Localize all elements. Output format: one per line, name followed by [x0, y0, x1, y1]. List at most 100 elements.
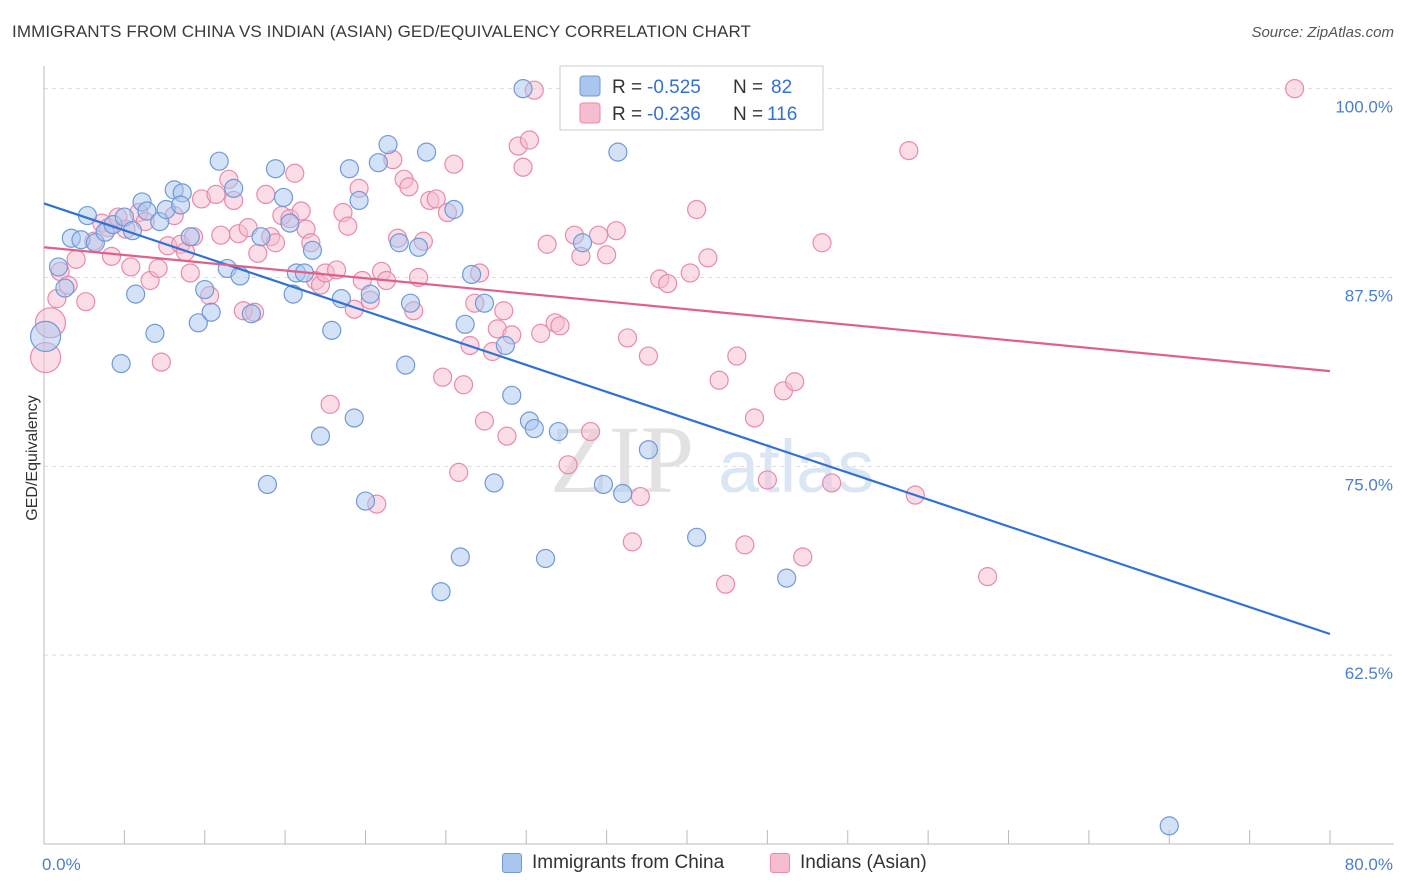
y-axis-tick-labels: 62.5% 75.0% 87.5% 100.0%	[1335, 98, 1393, 684]
legend-india-n-label: N =	[733, 104, 763, 125]
correlation-legend: R = -0.525 N = 82 R = -0.236 N = 116	[559, 65, 824, 131]
point-china-34	[280, 213, 300, 233]
point-india-95	[597, 245, 617, 265]
point-india-18	[151, 352, 171, 372]
point-china-56	[450, 547, 470, 567]
series-immigrants-from-china	[30, 79, 1179, 836]
legend-swatch-india	[770, 853, 790, 873]
point-china-66	[535, 548, 556, 569]
y-tick-label-2: 87.5%	[1345, 286, 1393, 305]
y-axis-label: GED/Equivalency	[24, 395, 41, 520]
point-china-12	[126, 284, 146, 304]
point-china-53	[416, 142, 437, 162]
point-china-55	[444, 199, 464, 220]
watermark: ZIP atlas	[550, 406, 874, 513]
legend-swatch-china	[502, 853, 522, 873]
point-china-48	[378, 134, 398, 155]
point-china-59	[474, 293, 495, 313]
point-china-69	[572, 233, 593, 253]
point-china-20	[171, 195, 191, 215]
point-india-6	[76, 292, 96, 312]
trend-line-india	[43, 246, 1331, 373]
y-tick-label-3: 100.0%	[1335, 98, 1393, 117]
point-china-76	[777, 568, 797, 588]
point-india-104	[687, 199, 707, 220]
point-china-67	[548, 421, 569, 442]
point-china-2	[55, 278, 75, 298]
point-india-106	[709, 370, 729, 390]
point-india-109	[735, 535, 755, 555]
point-india-27	[206, 184, 226, 205]
legend-label-china: Immigrants from China	[532, 852, 725, 873]
legend-india-n-value: 116	[767, 104, 797, 125]
point-china-63	[513, 79, 533, 99]
point-china-9	[111, 354, 131, 374]
point-china-52	[408, 237, 429, 257]
point-india-108	[727, 346, 747, 366]
legend-china-n-label: N =	[733, 77, 763, 98]
point-china-30	[251, 227, 271, 247]
point-india-119	[978, 567, 998, 587]
point-china-25	[209, 151, 229, 171]
point-india-51	[338, 216, 358, 236]
point-china-0	[30, 320, 62, 353]
point-india-80	[497, 426, 517, 446]
point-china-24	[201, 302, 221, 322]
legend-china-swatch	[579, 75, 601, 97]
point-china-45	[355, 491, 376, 511]
point-india-120	[1285, 79, 1305, 99]
point-india-79	[494, 301, 514, 321]
point-china-60	[484, 473, 504, 493]
point-china-38	[302, 240, 323, 260]
chart-title: IMMIGRANTS FROM CHINA VS INDIAN (ASIAN) …	[12, 22, 752, 41]
point-china-58	[461, 264, 482, 285]
point-india-86	[531, 323, 551, 343]
point-india-102	[658, 273, 678, 294]
point-china-73	[613, 483, 633, 504]
x-tick-label-min: 0.0%	[42, 855, 81, 874]
point-china-29	[241, 304, 261, 324]
point-china-61	[495, 335, 515, 356]
legend-label-india: Indians (Asian)	[800, 852, 927, 873]
x-axis-tick-labels: 0.0% 80.0%	[42, 855, 1393, 874]
point-china-62	[502, 385, 522, 405]
point-china-14	[137, 201, 157, 221]
point-india-94	[588, 225, 609, 245]
point-china-70	[593, 474, 614, 495]
point-china-77	[1159, 816, 1179, 836]
point-india-68	[433, 367, 453, 387]
point-india-41	[285, 163, 305, 183]
legend-item-india: Indians (Asian)	[770, 852, 927, 874]
point-china-33	[273, 187, 294, 208]
legend-box	[559, 65, 824, 131]
trend-lines	[43, 202, 1331, 636]
x-tick-label-max: 80.0%	[1345, 855, 1393, 874]
point-india-98	[622, 532, 642, 552]
point-china-32	[265, 159, 286, 179]
point-india-28	[211, 225, 231, 245]
point-china-72	[608, 142, 628, 162]
point-china-39	[310, 426, 331, 446]
point-india-72	[453, 375, 474, 395]
point-china-1	[48, 257, 69, 277]
point-china-65	[524, 418, 544, 439]
point-china-74	[638, 440, 659, 460]
point-china-31	[257, 474, 278, 495]
point-india-100	[638, 346, 659, 366]
point-india-48	[320, 394, 340, 414]
y-tick-label-1: 75.0%	[1345, 475, 1393, 494]
point-india-115	[812, 233, 832, 253]
legend-india-swatch	[579, 102, 601, 124]
point-india-113	[785, 372, 805, 392]
point-india-105	[698, 248, 718, 268]
point-china-23	[195, 279, 215, 300]
point-india-36	[256, 184, 276, 205]
point-china-49	[389, 233, 409, 253]
point-china-46	[360, 284, 380, 304]
point-india-13	[121, 257, 141, 277]
point-india-83	[513, 157, 533, 177]
point-china-51	[400, 293, 421, 313]
point-india-117	[899, 140, 919, 161]
point-india-67	[426, 189, 446, 209]
series-legend: Immigrants from China Indians (Asian)	[0, 852, 1406, 878]
